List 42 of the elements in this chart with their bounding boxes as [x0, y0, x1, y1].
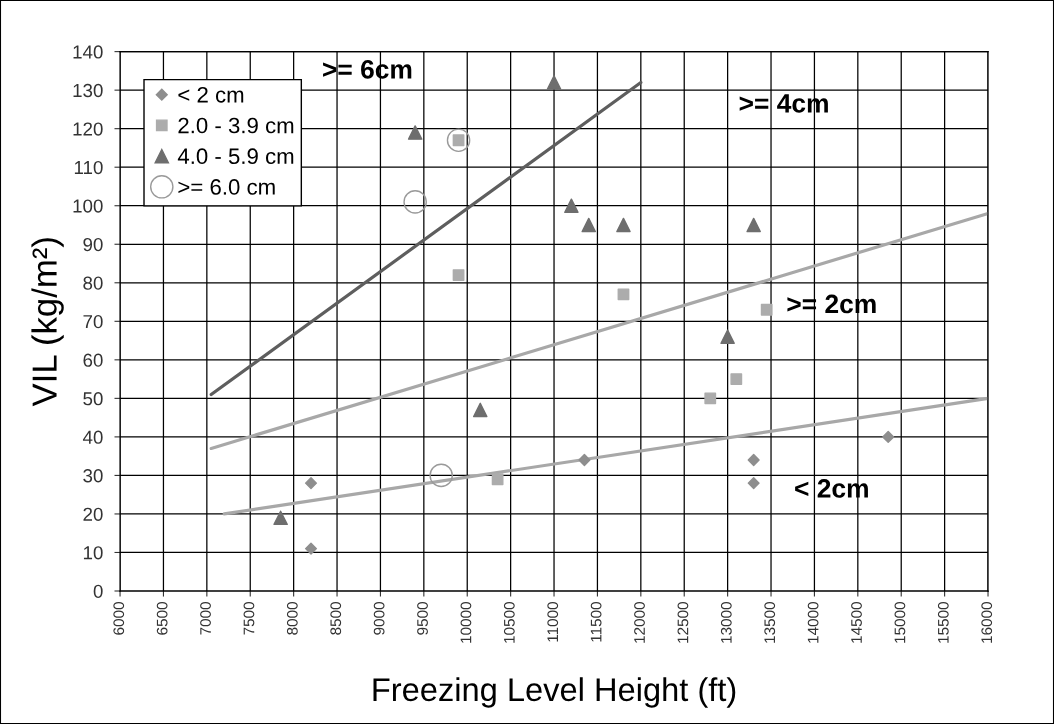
x-tick-label: 11000	[547, 602, 559, 642]
x-tick-label: 13500	[764, 602, 776, 643]
x-tick-label: 16000	[981, 602, 993, 643]
y-tick-label: 60	[83, 353, 103, 367]
x-tick-label: 10000	[460, 602, 472, 643]
x-tick-label: 8500	[330, 602, 342, 635]
x-tick-label: 12500	[677, 602, 689, 643]
x-tick-label: 6500	[156, 602, 168, 635]
y-tick-label: 100	[73, 199, 103, 213]
x-tick-label: 15000	[894, 602, 906, 643]
y-tick-label: 80	[83, 276, 103, 290]
x-tick-label: 15500	[937, 602, 949, 643]
x-axis-title: Freezing Level Height (ft)	[373, 677, 736, 708]
legend-label: < 2 cm	[178, 86, 244, 103]
x-tick-label: 14500	[851, 602, 862, 643]
y-tick-label: 40	[82, 430, 103, 444]
x-tick-label: 9000	[373, 602, 385, 635]
x-tick-label: 13000	[720, 602, 732, 643]
y-tick-label: 30	[83, 469, 103, 483]
legend-label: >= 6.0 cm	[178, 179, 275, 195]
legend-label: 4.0 - 5.9 cm	[177, 148, 294, 165]
x-tick-label: 7500	[243, 602, 255, 635]
y-tick-label: 70	[83, 315, 103, 329]
x-tick-label: 7000	[200, 602, 211, 635]
x-tick-label: 11500	[590, 602, 602, 642]
legend-label: 2.0 - 3.9 cm	[178, 117, 294, 134]
y-tick-label: 140	[73, 45, 103, 59]
y-tick-label: 120	[73, 122, 103, 136]
y-tick-label: 50	[83, 392, 103, 406]
y-tick-label: 110	[74, 160, 103, 175]
y-tick-label: 90	[83, 237, 103, 252]
y-tick-label: 0	[93, 584, 103, 598]
y-axis-title: VIL (kg/m²)	[31, 238, 64, 407]
x-tick-label: 12000	[634, 602, 645, 643]
y-tick-label: 130	[73, 83, 103, 98]
x-tick-label: 9500	[417, 602, 428, 635]
x-tick-label: 8000	[286, 602, 298, 635]
y-tick-label: 20	[83, 507, 103, 521]
x-tick-label: 14000	[807, 602, 819, 643]
x-tick-label: 6000	[113, 602, 125, 635]
y-tick-label: 10	[83, 546, 103, 560]
x-tick-label: 10500	[503, 602, 515, 643]
